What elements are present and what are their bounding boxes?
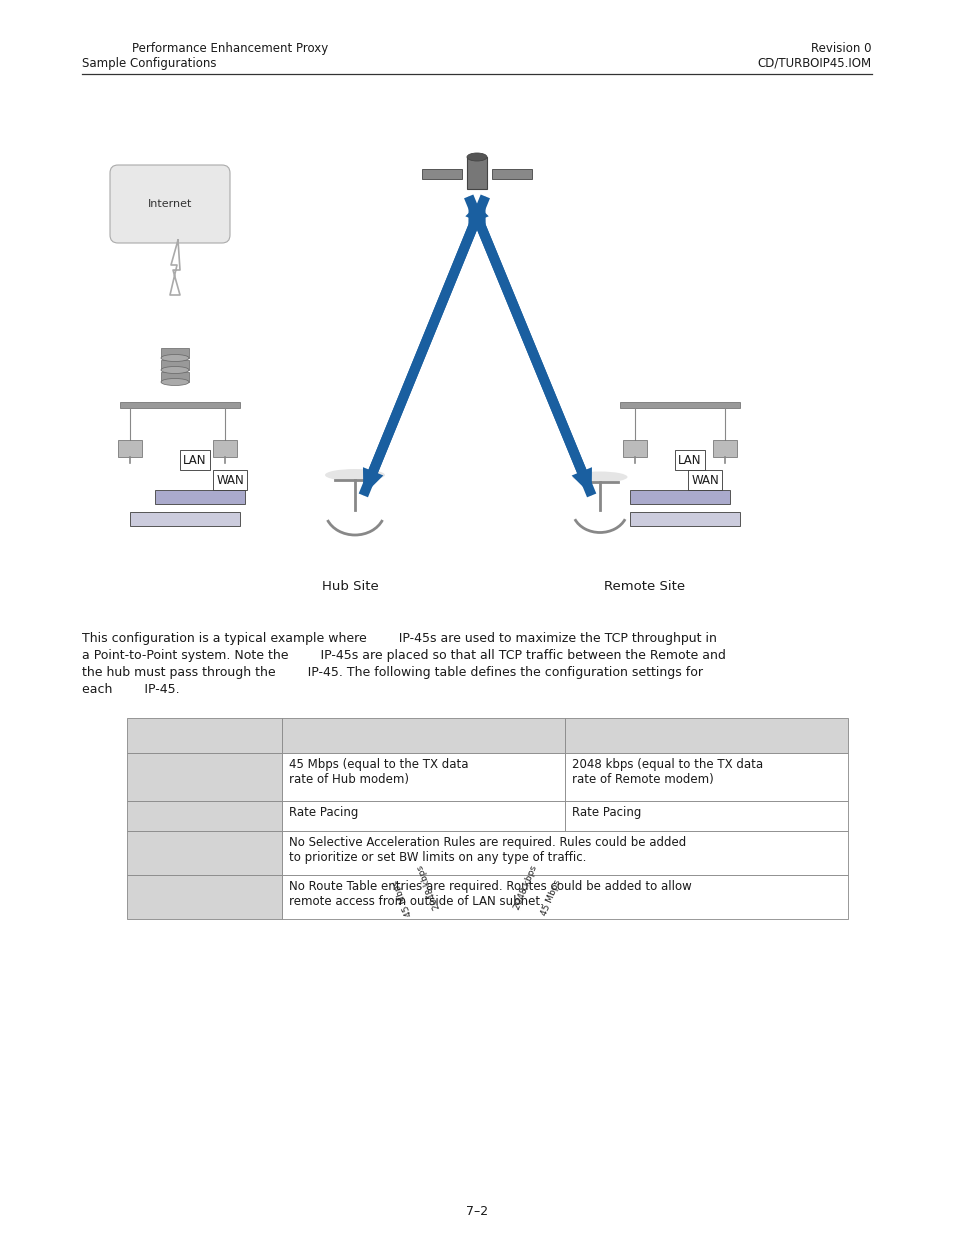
Bar xyxy=(629,490,729,504)
Bar xyxy=(120,403,240,408)
Text: 7–2: 7–2 xyxy=(465,1205,488,1218)
Text: Rate Pacing: Rate Pacing xyxy=(572,806,640,819)
Ellipse shape xyxy=(467,153,486,161)
Text: WAN: WAN xyxy=(216,473,244,487)
Text: 45 Mbps: 45 Mbps xyxy=(392,878,414,918)
Bar xyxy=(127,876,282,919)
Ellipse shape xyxy=(572,472,627,483)
Text: 45 Mbps (equal to the TX data
rate of Hub modem): 45 Mbps (equal to the TX data rate of Hu… xyxy=(289,758,468,785)
Bar xyxy=(282,718,564,753)
Text: Hub Site: Hub Site xyxy=(321,580,378,593)
Text: WAN: WAN xyxy=(690,473,719,487)
Text: Internet: Internet xyxy=(148,199,192,209)
FancyBboxPatch shape xyxy=(110,165,230,243)
Text: 2048 kbps: 2048 kbps xyxy=(416,863,441,910)
Polygon shape xyxy=(358,196,485,498)
Text: CD/TURBOIP45.IOM: CD/TURBOIP45.IOM xyxy=(757,57,871,70)
Text: a Point-to-Point system. Note the        IP-45s are placed so that all TCP traff: a Point-to-Point system. Note the IP-45s… xyxy=(82,650,725,662)
Text: No Selective Acceleration Rules are required. Rules could be added
to prioritize: No Selective Acceleration Rules are requ… xyxy=(289,836,685,864)
Bar xyxy=(127,753,282,802)
Bar xyxy=(161,359,189,370)
Text: This configuration is a typical example where        IP-45s are used to maximize: This configuration is a typical example … xyxy=(82,632,716,645)
Text: 2048 kbps (equal to the TX data
rate of Remote modem): 2048 kbps (equal to the TX data rate of … xyxy=(572,758,762,785)
Bar xyxy=(213,440,236,457)
Ellipse shape xyxy=(161,378,189,385)
Bar xyxy=(467,157,486,189)
Bar xyxy=(282,876,847,919)
Text: LAN: LAN xyxy=(183,453,207,467)
Text: Performance Enhancement Proxy: Performance Enhancement Proxy xyxy=(132,42,328,56)
Text: LAN: LAN xyxy=(678,453,701,467)
Bar xyxy=(130,513,240,526)
Bar xyxy=(564,718,847,753)
Bar xyxy=(629,513,740,526)
Text: Sample Configurations: Sample Configurations xyxy=(82,57,216,70)
Bar xyxy=(127,802,282,831)
Text: No Route Table entries are required. Routes could be added to allow
remote acces: No Route Table entries are required. Rou… xyxy=(289,881,691,908)
Bar xyxy=(161,372,189,382)
Text: each        IP-45.: each IP-45. xyxy=(82,683,179,697)
Bar xyxy=(127,831,282,876)
Bar xyxy=(421,169,461,179)
Bar xyxy=(282,753,564,802)
Text: Rate Pacing: Rate Pacing xyxy=(289,806,358,819)
Bar xyxy=(564,802,847,831)
Ellipse shape xyxy=(161,354,189,362)
Text: 45 Mbps: 45 Mbps xyxy=(539,878,562,918)
Text: Revision 0: Revision 0 xyxy=(811,42,871,56)
Text: the hub must pass through the        IP-45. The following table defines the conf: the hub must pass through the IP-45. The… xyxy=(82,666,702,679)
Bar xyxy=(492,169,532,179)
Bar xyxy=(619,403,740,408)
Ellipse shape xyxy=(325,469,385,480)
Polygon shape xyxy=(362,194,490,495)
Bar xyxy=(282,831,847,876)
Polygon shape xyxy=(463,195,592,495)
Text: Remote Site: Remote Site xyxy=(604,580,685,593)
Bar xyxy=(118,440,142,457)
Text: 2048 kbps: 2048 kbps xyxy=(512,863,538,910)
Bar xyxy=(564,753,847,802)
Bar xyxy=(282,802,564,831)
Bar xyxy=(154,490,245,504)
Polygon shape xyxy=(468,196,596,498)
Bar xyxy=(622,440,646,457)
Bar xyxy=(712,440,737,457)
Bar xyxy=(161,348,189,358)
Bar xyxy=(127,718,282,753)
Ellipse shape xyxy=(161,367,189,373)
